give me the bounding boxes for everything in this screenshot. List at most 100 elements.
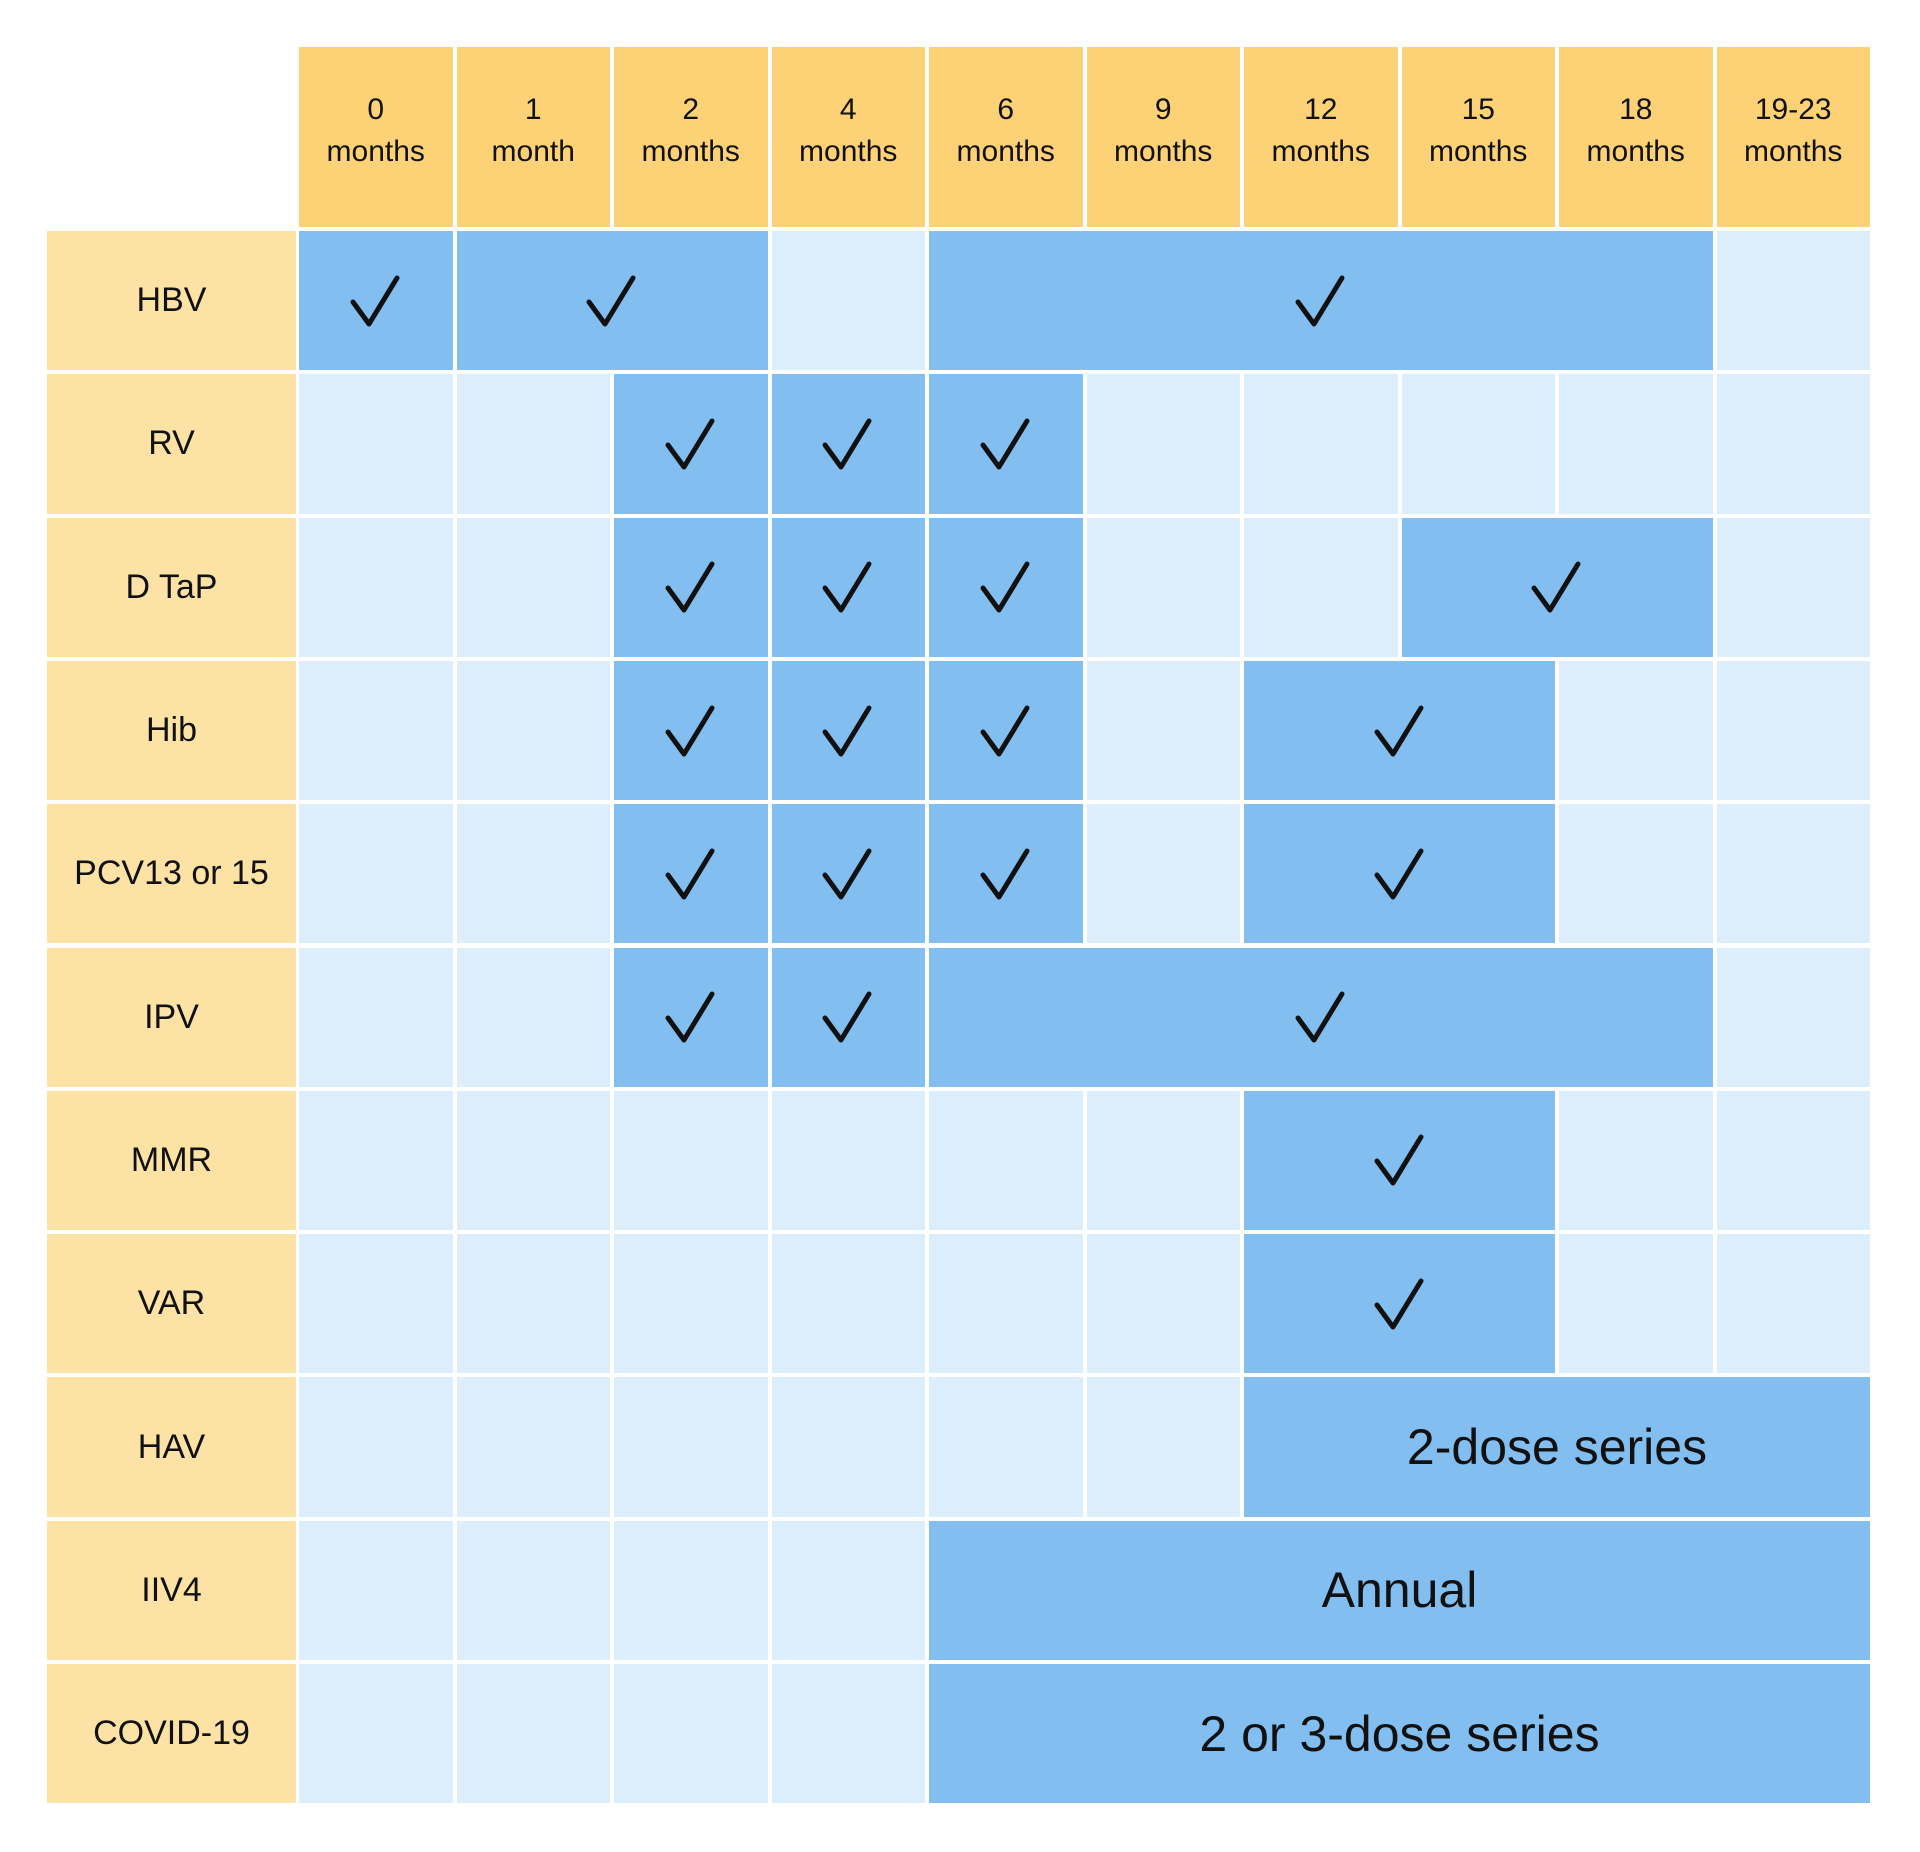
- empty-cell: [456, 1664, 610, 1804]
- empty-cell: [299, 1377, 453, 1517]
- dose-cell: [1401, 517, 1713, 657]
- empty-cell: [929, 1377, 1083, 1517]
- checkmark-icon: [665, 991, 715, 1043]
- column-header-number: 19-23: [1754, 93, 1832, 126]
- checkmark-icon: [822, 418, 872, 470]
- column-header-number: 2: [682, 93, 700, 126]
- empty-cell: [299, 517, 453, 657]
- empty-cell: [771, 1090, 925, 1231]
- column-header: 0 months: [299, 47, 453, 227]
- empty-cell: [1244, 374, 1398, 514]
- column-header-number: 0: [367, 93, 385, 126]
- dose-cell: [614, 374, 768, 514]
- empty-cell: [1086, 804, 1240, 944]
- column-header: 1 month: [456, 47, 610, 227]
- dose-cell: 2 or 3-dose series: [929, 1664, 1870, 1804]
- checkmark-icon: [822, 991, 872, 1043]
- checkmark-icon: [1295, 991, 1345, 1043]
- empty-cell: [1716, 231, 1870, 371]
- empty-cell: [299, 374, 453, 514]
- empty-cell: [1559, 374, 1713, 514]
- row-label: Hib: [47, 660, 296, 801]
- column-header: 18 months: [1559, 47, 1713, 227]
- checkmark-icon: [980, 705, 1030, 757]
- checkmark-icon: [1295, 275, 1345, 327]
- row-label: VAR: [47, 1234, 296, 1374]
- dose-cell: [929, 660, 1083, 801]
- empty-cell: [1086, 1234, 1240, 1374]
- empty-cell: [614, 1234, 768, 1374]
- empty-cell: [456, 1377, 610, 1517]
- empty-cell: [614, 1377, 768, 1517]
- column-header-number: 12: [1304, 93, 1338, 126]
- dose-cell: [456, 231, 768, 371]
- checkmark-icon: [822, 705, 872, 757]
- checkmark-icon: [1374, 1278, 1423, 1330]
- column-header: 4 months: [771, 47, 925, 227]
- checkmark-icon: [1374, 848, 1423, 900]
- empty-cell: [456, 374, 610, 514]
- column-header-unit: months: [956, 135, 1055, 168]
- empty-cell: [456, 947, 610, 1087]
- empty-cell: [1716, 1234, 1870, 1374]
- dose-cell: 2-dose series: [1244, 1377, 1870, 1517]
- column-header-number: 4: [839, 93, 857, 126]
- row-label: D TaP: [47, 517, 296, 657]
- empty-cell: [1716, 660, 1870, 801]
- dose-cell: [614, 804, 768, 944]
- checkmark-icon: [665, 561, 715, 613]
- dose-cell: [929, 231, 1713, 371]
- column-header-number: 9: [1154, 93, 1172, 126]
- empty-cell: [1716, 804, 1870, 944]
- dose-cell: [929, 947, 1713, 1087]
- column-header: 12 months: [1244, 47, 1398, 227]
- dose-cell: [299, 231, 453, 371]
- empty-cell: [1716, 517, 1870, 657]
- row-label: HAV: [47, 1377, 296, 1517]
- row-label: HBV: [47, 231, 296, 371]
- dose-cell: [771, 517, 925, 657]
- empty-cell: [1086, 1377, 1240, 1517]
- dose-cell: [771, 660, 925, 801]
- column-header-unit: month: [491, 135, 575, 168]
- dose-cell: [929, 517, 1083, 657]
- checkmark-icon: [980, 418, 1030, 470]
- dose-cell: [1244, 660, 1555, 801]
- checkmark-icon: [350, 275, 400, 327]
- checkmark-icon: [665, 418, 715, 470]
- dose-cell: [1244, 804, 1555, 944]
- empty-cell: [456, 1234, 610, 1374]
- dose-cell: Annual: [929, 1520, 1870, 1660]
- empty-cell: [771, 1520, 925, 1660]
- dose-cell: [771, 804, 925, 944]
- dose-cell: [1244, 1234, 1555, 1374]
- row-label: MMR: [47, 1090, 296, 1231]
- column-header-unit: months: [1429, 135, 1528, 168]
- empty-cell: [1086, 660, 1240, 801]
- empty-cell: [1559, 1234, 1713, 1374]
- empty-cell: [299, 1664, 453, 1804]
- checkmark-icon: [586, 275, 636, 327]
- empty-cell: [456, 517, 610, 657]
- checkmark-icon: [1531, 561, 1581, 613]
- column-header-number: 15: [1461, 93, 1495, 126]
- checkmark-icon: [665, 848, 715, 900]
- column-header-unit: months: [326, 135, 425, 168]
- row-label: COVID-19: [47, 1664, 296, 1804]
- column-header-number: 6: [997, 93, 1015, 126]
- column-header-number: 18: [1619, 93, 1653, 126]
- empty-cell: [1559, 660, 1713, 801]
- empty-cell: [929, 1234, 1083, 1374]
- row-label: IPV: [47, 947, 296, 1087]
- empty-cell: [771, 1377, 925, 1517]
- empty-cell: [299, 1090, 453, 1231]
- column-header-unit: months: [1114, 135, 1213, 168]
- empty-cell: [1716, 947, 1870, 1087]
- dose-cell: [929, 374, 1083, 514]
- empty-cell: [299, 947, 453, 1087]
- empty-cell: [1086, 517, 1240, 657]
- dose-cell: [1244, 1090, 1555, 1231]
- empty-cell: [456, 1520, 610, 1660]
- column-header-unit: months: [799, 135, 898, 168]
- column-header: 19-23 months: [1716, 47, 1870, 227]
